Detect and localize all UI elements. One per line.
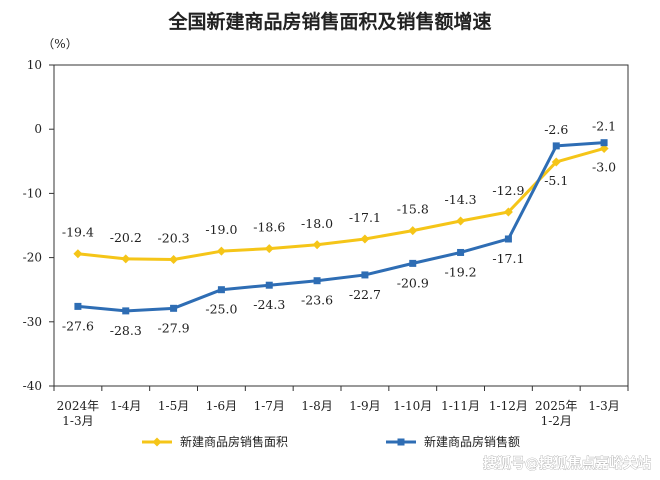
sales-area-series-point bbox=[264, 244, 274, 254]
x-tick-label: 1-9月 bbox=[349, 399, 380, 413]
sales-value-series-point bbox=[457, 248, 465, 256]
y-tick-label: -30 bbox=[23, 315, 42, 329]
sales-value-series-data-label: -25.0 bbox=[205, 302, 237, 317]
sales-area-series-point bbox=[551, 157, 561, 167]
x-tick-label: 1-10月 bbox=[393, 399, 432, 413]
y-tick-label: 10 bbox=[27, 58, 42, 72]
x-tick-label: 1-8月 bbox=[301, 399, 332, 413]
sales-area-series-data-label: -18.0 bbox=[301, 216, 333, 231]
sales-area-series-data-label: -17.1 bbox=[349, 210, 381, 225]
x-axis: 2024年 1-3月 1-4月 1-5月 1-6月 1-7月 1-8月 1-9月 1-10月 1-… bbox=[53, 386, 629, 428]
x-tick-label: 1-6月 bbox=[206, 399, 237, 413]
sales-area-series-data-label: -5.1 bbox=[544, 173, 568, 188]
sales-value-series-data-label: -23.6 bbox=[301, 293, 333, 308]
sales-value-series-point bbox=[361, 271, 369, 279]
x-tick-label: 1-5月 bbox=[158, 399, 189, 413]
sales-value-series-point bbox=[504, 235, 512, 243]
sales-value-series-point bbox=[265, 281, 273, 289]
legend-marker-sales-value-series bbox=[397, 438, 405, 446]
chart-title: 全国新建商品房销售面积及销售额增速 bbox=[167, 10, 491, 33]
y-tick-label: 0 bbox=[34, 122, 42, 136]
sales-area-series-line bbox=[77, 147, 605, 262]
legend: 新建商品房销售面积 新建商品房销售额 bbox=[142, 434, 520, 449]
x-tick-label: 1-4月 bbox=[110, 399, 141, 413]
sales-value-series-data-label: -27.6 bbox=[62, 318, 94, 333]
sales-value-series-point bbox=[217, 286, 225, 294]
legend-label-sales-area-series: 新建商品房销售面积 bbox=[180, 434, 288, 449]
sales-value-series-point bbox=[600, 139, 608, 147]
sales-value-series-point bbox=[552, 142, 560, 150]
y-axis: 10 0 -10 -20 -30 -40 bbox=[23, 58, 54, 393]
watermark-text: 搜狐号@搜狐焦点嘉峪关站 bbox=[483, 455, 651, 472]
sales-area-series-point bbox=[216, 246, 226, 256]
sales-area-series-data-label: -12.9 bbox=[492, 183, 524, 198]
sales-area-series-data-label: -3.0 bbox=[592, 159, 616, 174]
y-axis-unit-label: （%） bbox=[42, 37, 77, 51]
sales-area-series-point bbox=[599, 143, 609, 153]
sales-area-series-point bbox=[169, 255, 179, 265]
sales-area-series-point bbox=[73, 249, 83, 259]
sales-area-series-data-label: -20.3 bbox=[158, 231, 190, 246]
x-tick-label: 2025年 1-2月 bbox=[535, 399, 578, 428]
sales-area-series-data-label: -14.3 bbox=[445, 192, 477, 207]
sales-value-series-point bbox=[74, 302, 82, 310]
sales-value-series-data-label: -20.9 bbox=[397, 275, 429, 290]
sales-area-series-point bbox=[503, 207, 513, 217]
legend-marker-sales-area-series bbox=[152, 437, 162, 447]
sales-value-series-line bbox=[77, 141, 605, 313]
sales-value-series-data-label: -19.2 bbox=[445, 264, 477, 279]
sales-value-series-point bbox=[170, 304, 178, 312]
sales-value-series-data-label: -22.7 bbox=[349, 287, 381, 302]
x-tick-label: 1-3月 bbox=[588, 399, 619, 413]
sales-area-series-point bbox=[456, 216, 466, 226]
sales-area-series-point bbox=[408, 226, 418, 236]
sales-value-series-point bbox=[122, 307, 130, 315]
x-tick-label: 1-12月 bbox=[489, 399, 528, 413]
y-tick-label: -40 bbox=[23, 379, 42, 393]
sales-value-series-data-label: -2.1 bbox=[592, 119, 616, 134]
sales-area-series-point bbox=[360, 234, 370, 244]
y-tick-label: -10 bbox=[23, 186, 42, 200]
x-tick-label: 2024年 1-3月 bbox=[57, 399, 100, 428]
sales-area-series-data-label: -19.4 bbox=[62, 225, 94, 240]
sales-area-series-data-label: -20.2 bbox=[110, 230, 142, 245]
sales-value-series-point bbox=[409, 259, 417, 267]
series-layer: -19.4 -20.2 -20.3 -19.0 -18.6 -18.0 -17.1 -15.8… bbox=[62, 119, 616, 338]
sales-value-series-data-label: -27.9 bbox=[158, 320, 190, 335]
x-tick-label: 1-11月 bbox=[441, 399, 480, 413]
sales-value-series-data-label: -24.3 bbox=[253, 297, 285, 312]
sales-value-series-data-label: -28.3 bbox=[110, 323, 142, 338]
sales-area-series-data-label: -18.6 bbox=[253, 220, 285, 235]
sales-value-series-data-label: -17.1 bbox=[492, 251, 524, 266]
sales-area-series-point bbox=[312, 240, 322, 250]
x-tick-label: 1-7月 bbox=[254, 399, 285, 413]
sales-area-series-point bbox=[121, 254, 131, 264]
sales-value-series-data-label: -2.6 bbox=[544, 122, 568, 137]
sales-area-series-data-label: -19.0 bbox=[205, 222, 237, 237]
sales-area-series-data-label: -15.8 bbox=[397, 202, 429, 217]
legend-label-sales-value-series: 新建商品房销售额 bbox=[424, 434, 520, 449]
y-tick-label: -20 bbox=[23, 251, 42, 265]
sales-value-series-point bbox=[313, 277, 321, 285]
